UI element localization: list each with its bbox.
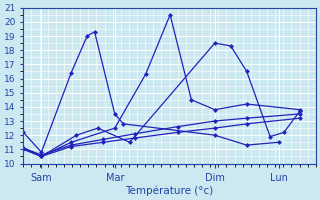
X-axis label: Température (°c): Température (°c) (125, 185, 214, 196)
